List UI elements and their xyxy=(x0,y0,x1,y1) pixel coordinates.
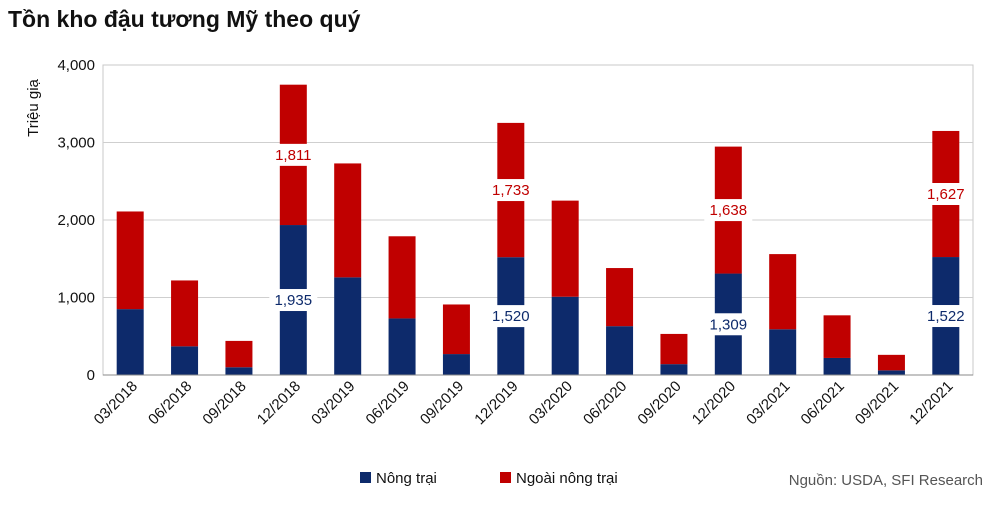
x-tick-label: 09/2021 xyxy=(852,378,902,428)
x-tick-label: 03/2019 xyxy=(308,378,358,428)
y-tick-label: 3,000 xyxy=(57,135,95,152)
data-label-nong-trai: 1,520 xyxy=(492,308,530,325)
legend-swatch-ngoai-nong-trai xyxy=(500,472,511,483)
bar-nong-trai-03-2020 xyxy=(551,296,579,375)
x-tick-label: 09/2020 xyxy=(634,378,684,428)
gridlines xyxy=(103,142,973,298)
data-labels: 1,935 1,811 1,520 1,733 1,309 1,638 1,522 1,627 xyxy=(269,143,970,336)
bar-nong-trai-06-2021 xyxy=(823,357,851,375)
bar-ngoai-nong-trai-06-2018 xyxy=(171,280,199,347)
bar-ngoai-nong-trai-06-2019 xyxy=(388,236,416,319)
data-label-ngoai-nong-trai: 1,638 xyxy=(710,202,748,219)
bar-nong-trai-09-2021 xyxy=(877,370,905,375)
y-axis-label: Triệu giạ xyxy=(25,78,42,136)
bar-nong-trai-09-2020 xyxy=(660,364,688,375)
legend-swatch-nong-trai xyxy=(360,472,371,483)
data-label-ngoai-nong-trai: 1,811 xyxy=(275,147,311,164)
bar-nong-trai-03-2021 xyxy=(769,329,797,375)
data-label-nong-trai: 1,522 xyxy=(927,308,965,325)
bar-ngoai-nong-trai-03-2021 xyxy=(769,254,797,330)
x-tick-label: 06/2020 xyxy=(580,378,630,428)
bar-ngoai-nong-trai-06-2021 xyxy=(823,315,851,358)
y-tick-label: 2,000 xyxy=(57,212,95,229)
data-label-nong-trai: 1,935 xyxy=(275,292,313,309)
x-tick-label: 12/2019 xyxy=(471,378,521,428)
bar-ngoai-nong-trai-06-2020 xyxy=(606,268,634,327)
bar-ngoai-nong-trai-03-2019 xyxy=(334,163,362,278)
bar-ngoai-nong-trai-09-2019 xyxy=(442,304,470,355)
legend-label-nong-trai: Nông trại xyxy=(376,470,437,487)
bar-ngoai-nong-trai-03-2020 xyxy=(551,200,579,297)
y-tick-label: 1,000 xyxy=(57,290,95,307)
y-tick-label: 4,000 xyxy=(57,57,95,74)
legend-label-ngoai-nong-trai: Ngoài nông trại xyxy=(516,470,618,487)
x-tick-label: 06/2019 xyxy=(363,378,413,428)
data-label-box xyxy=(921,305,970,328)
legend: Nông trại Ngoài nông trại xyxy=(360,470,618,487)
bar-nong-trai-09-2018 xyxy=(225,367,253,375)
chart-title: Tồn kho đậu tương Mỹ theo quý xyxy=(8,6,361,32)
bar-ngoai-nong-trai-09-2018 xyxy=(225,340,253,368)
y-tick-label: 0 xyxy=(87,367,95,384)
data-label-box xyxy=(704,199,753,222)
bar-ngoai-nong-trai-09-2021 xyxy=(877,354,905,371)
x-tick-label: 12/2021 xyxy=(906,378,956,428)
bar-nong-trai-06-2020 xyxy=(606,326,634,375)
x-tick-label: 12/2018 xyxy=(254,378,304,428)
data-label-box xyxy=(486,305,535,328)
bars xyxy=(116,84,960,375)
bar-nong-trai-03-2019 xyxy=(334,277,362,375)
bar-nong-trai-06-2019 xyxy=(388,318,416,375)
bar-ngoai-nong-trai-03-2018 xyxy=(116,211,144,310)
x-tick-label: 06/2018 xyxy=(145,378,195,428)
x-tick-label: 03/2020 xyxy=(526,378,576,428)
source-note: Nguồn: USDA, SFI Research xyxy=(789,472,983,489)
x-tick-label: 03/2021 xyxy=(743,378,793,428)
data-label-ngoai-nong-trai: 1,733 xyxy=(492,182,530,199)
data-label-box xyxy=(269,143,318,166)
x-tick-label: 03/2018 xyxy=(91,378,141,428)
data-label-box xyxy=(269,289,318,312)
x-tick-label: 06/2021 xyxy=(798,378,848,428)
bar-nong-trai-09-2019 xyxy=(442,354,470,375)
data-label-box xyxy=(921,182,970,205)
x-tick-label: 12/2020 xyxy=(689,378,739,428)
x-tick-label: 09/2018 xyxy=(199,378,249,428)
data-label-nong-trai: 1,309 xyxy=(710,316,748,333)
data-label-ngoai-nong-trai: 1,627 xyxy=(927,186,965,203)
bar-nong-trai-03-2018 xyxy=(116,309,144,375)
data-label-box xyxy=(704,313,753,336)
bar-ngoai-nong-trai-09-2020 xyxy=(660,333,688,365)
bar-nong-trai-06-2018 xyxy=(171,346,199,375)
data-label-box xyxy=(486,179,535,202)
x-tick-label: 09/2019 xyxy=(417,378,467,428)
